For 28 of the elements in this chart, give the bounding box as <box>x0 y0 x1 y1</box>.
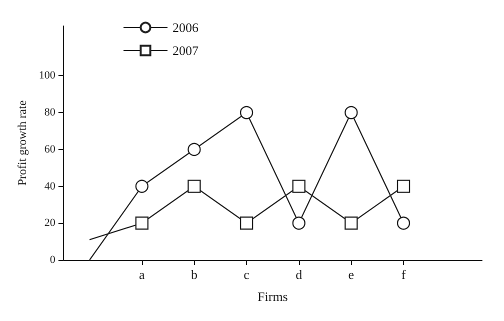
legend-label: 2006 <box>172 20 199 35</box>
point <box>135 180 148 193</box>
y-tick-label: 40 <box>44 180 56 192</box>
point <box>135 216 148 230</box>
y-axis-title: Profit growth rate <box>15 100 29 186</box>
y-tick-label: 100 <box>38 70 56 82</box>
x-tick-label: a <box>138 267 145 282</box>
point <box>396 180 410 193</box>
point <box>240 216 254 230</box>
x-axis-title: Firms <box>258 289 288 304</box>
x-tick-label: f <box>401 267 406 282</box>
point <box>188 142 201 156</box>
x-tick-label: c <box>244 267 250 282</box>
y-tick-label: 80 <box>44 106 56 119</box>
point <box>344 216 358 230</box>
point <box>344 106 358 120</box>
x-tick-label: b <box>190 267 198 282</box>
x-tick-label: d <box>296 267 303 282</box>
point <box>188 180 201 193</box>
point <box>292 180 306 193</box>
point <box>396 216 410 230</box>
point <box>292 216 306 230</box>
legend-label: 2007 <box>172 43 199 58</box>
point <box>240 106 254 120</box>
y-tick-label: 60 <box>44 143 56 156</box>
y-tick-label: 0 <box>50 254 56 266</box>
y-tick-label: 20 <box>44 217 56 230</box>
x-tick-label: e <box>348 267 354 282</box>
